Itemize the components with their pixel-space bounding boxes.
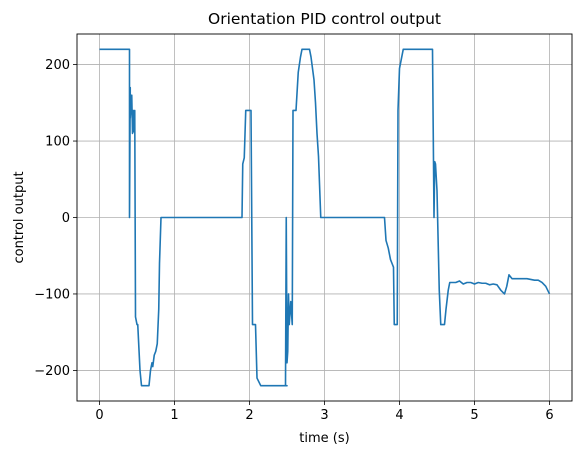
y-tick-label: 0 <box>62 211 70 226</box>
y-tick-label: −100 <box>34 287 70 302</box>
x-tick-label: 6 <box>545 408 553 423</box>
x-axis-label: time (s) <box>299 431 349 446</box>
y-tick-label: 100 <box>45 135 70 150</box>
chart-title: Orientation PID control output <box>208 10 441 28</box>
y-tick-label: −200 <box>34 364 70 379</box>
y-tick-label: 200 <box>45 58 70 73</box>
y-axis-label: control output <box>12 171 27 263</box>
x-tick-label: 4 <box>395 408 403 423</box>
grid <box>77 34 572 401</box>
series-line <box>99 48 551 387</box>
x-tick-label: 5 <box>470 408 478 423</box>
x-tick-label: 2 <box>245 408 253 423</box>
x-tick-label: 3 <box>320 408 328 423</box>
ticks: 0 1 2 3 4 5 6 −200 −100 0 100 200 <box>34 58 553 423</box>
x-tick-label: 0 <box>95 408 103 423</box>
x-tick-label: 1 <box>170 408 178 423</box>
series-line-group <box>99 48 551 387</box>
